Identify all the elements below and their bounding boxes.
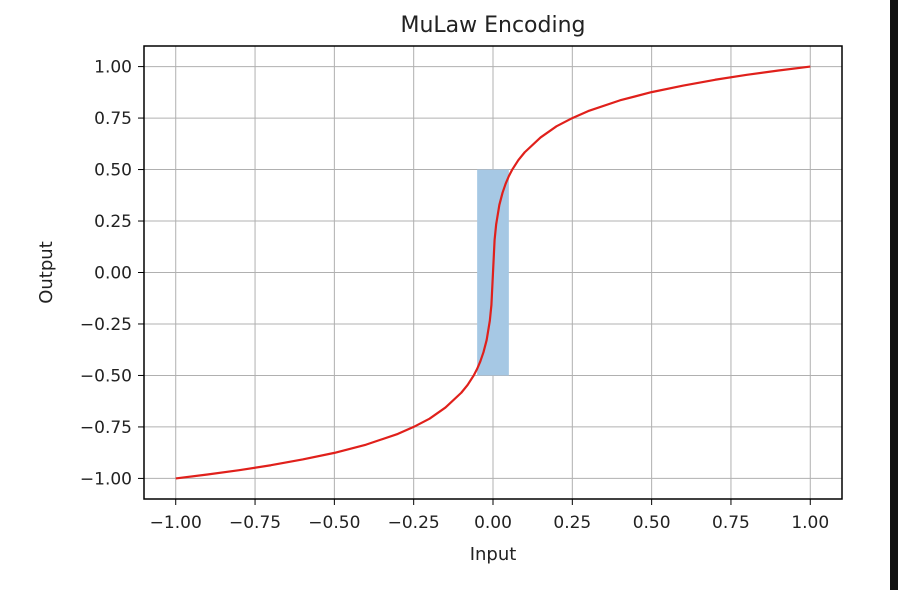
y-tick-label: 1.00 [94, 58, 132, 78]
y-tick-label: −0.50 [80, 366, 132, 386]
x-tick-label: 0.75 [712, 513, 750, 533]
series-line-mulaw [175, 65, 811, 480]
x-tick-label: −1.00 [150, 513, 202, 533]
y-tick-label: 0.00 [94, 264, 132, 284]
window-edge [890, 0, 898, 590]
y-axis-ticks: −1.00 −0.75 −0.50 −0.25 0.00 0.25 0.50 0.75 1.00 [80, 58, 144, 489]
x-tick-label: −0.25 [388, 513, 440, 533]
y-tick-label: 0.75 [94, 109, 132, 129]
chart-title: MuLaw Encoding [400, 13, 585, 38]
x-tick-label: 0.25 [553, 513, 591, 533]
x-tick-label: −0.50 [308, 513, 360, 533]
x-tick-label: 1.00 [791, 513, 829, 533]
y-tick-label: −0.25 [80, 315, 132, 335]
x-axis-label: Input [470, 544, 517, 565]
x-tick-label: −0.75 [229, 513, 281, 533]
x-axis-ticks: −1.00 −0.75 −0.50 −0.25 0.00 0.25 0.50 0.75 1.00 [150, 499, 829, 533]
x-tick-label: 0.00 [474, 513, 512, 533]
y-tick-label: 0.25 [94, 212, 132, 232]
y-tick-label: −0.75 [80, 418, 132, 438]
y-axis-label: Output [36, 241, 57, 304]
y-tick-label: −1.00 [80, 469, 132, 489]
y-tick-label: 0.50 [94, 161, 132, 181]
x-tick-label: 0.50 [633, 513, 671, 533]
